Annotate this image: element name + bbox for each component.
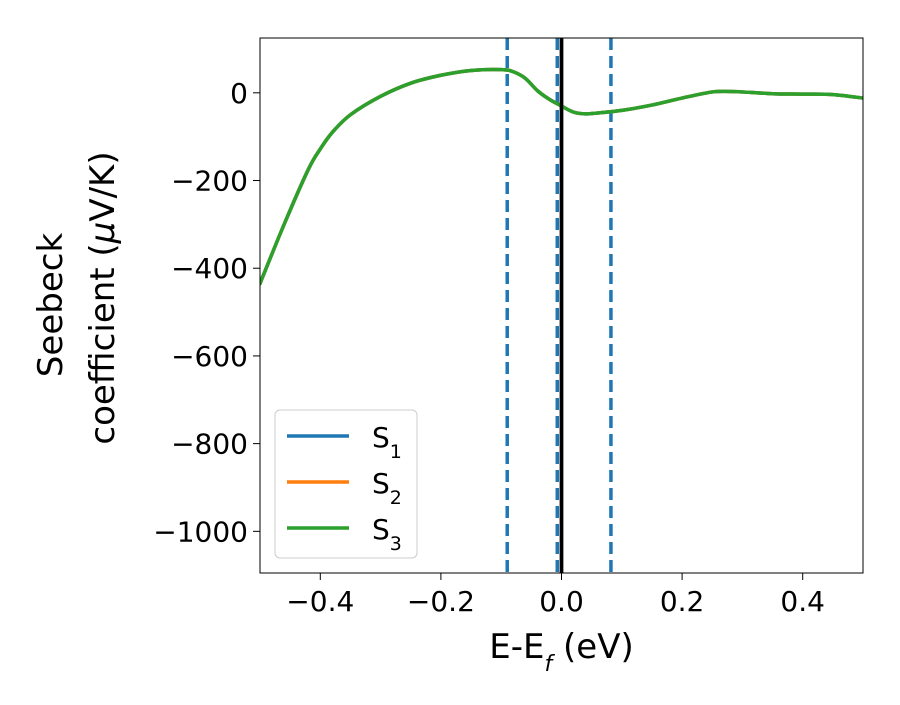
y-tick-label: −200 — [171, 165, 248, 198]
y-axis-label-text: coefficient ( — [83, 243, 123, 444]
y-tick-label: 0 — [230, 77, 248, 110]
y-axis-label: Seebeck coefficient (μV/K) — [31, 151, 123, 444]
legend-label-sub: 1 — [390, 441, 402, 463]
x-tick-label: −0.2 — [407, 585, 475, 618]
y-axis-label-mu: μ — [83, 222, 123, 245]
x-axis-label-unit: (eV) — [552, 627, 634, 667]
legend-label-main: S — [372, 421, 390, 454]
y-axis-label-line1: Seebeck — [31, 233, 71, 378]
legend-label-main: S — [372, 467, 390, 500]
y-tick-label: −800 — [171, 428, 248, 461]
y-tick-label: −1000 — [153, 515, 248, 548]
chart-svg: −0.4 −0.2 0.0 0.2 0.4 0 −200 −400 −600 −800 −1000… — [0, 0, 900, 700]
y-axis-label-line2: coefficient (μV/K) — [83, 151, 123, 444]
legend-label-sub: 2 — [390, 487, 402, 509]
x-axis-label: E-Ef (eV) — [489, 627, 634, 677]
y-axis-ticks: 0 −200 −400 −600 −800 −1000 — [153, 77, 260, 549]
legend-label-sub: 3 — [390, 533, 402, 555]
x-tick-label: 0.2 — [660, 585, 705, 618]
x-tick-label: 0.0 — [539, 585, 584, 618]
legend-label-main: S — [372, 513, 390, 546]
x-axis-label-main: E-E — [489, 627, 544, 667]
y-tick-label: −600 — [171, 340, 248, 373]
y-tick-label: −400 — [171, 252, 248, 285]
x-tick-label: 0.4 — [780, 585, 825, 618]
vertical-lines — [507, 38, 611, 573]
y-axis-label-unit: V/K) — [83, 151, 123, 221]
x-axis-ticks: −0.4 −0.2 0.0 0.2 0.4 — [286, 573, 825, 618]
seebeck-chart: −0.4 −0.2 0.0 0.2 0.4 0 −200 −400 −600 −800 −1000… — [0, 0, 900, 700]
x-tick-label: −0.4 — [286, 585, 354, 618]
